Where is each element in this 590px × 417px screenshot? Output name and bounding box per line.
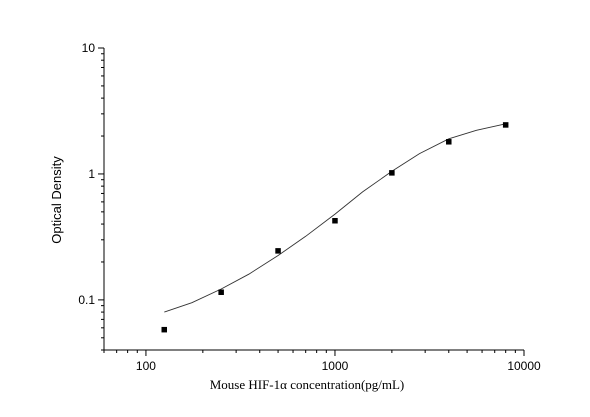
y-tick-label: 1 (88, 167, 95, 181)
x-axis: 100 1000 10000 (103, 350, 541, 373)
x-tick-label: 10000 (507, 359, 541, 373)
data-point (446, 139, 452, 145)
y-tick-label: 10 (82, 41, 96, 55)
data-point (502, 122, 509, 128)
y-axis: 0.1 1 10 (78, 41, 104, 351)
y-tick-label: 0.1 (78, 293, 95, 307)
data-points (161, 122, 509, 333)
data-point (275, 248, 281, 254)
fit-curve (164, 123, 506, 313)
data-point (332, 217, 338, 224)
x-axis-title: Mouse HIF-1α concentration(pg/mL) (210, 377, 405, 392)
x-tick-label: 100 (136, 359, 156, 373)
y-axis-title: Optical Density (49, 156, 64, 244)
data-point (218, 289, 224, 295)
plot-frame (103, 48, 524, 351)
data-point (389, 170, 395, 176)
fit-curve-line (164, 123, 506, 313)
data-point (161, 326, 168, 333)
x-tick-label: 1000 (322, 359, 349, 373)
